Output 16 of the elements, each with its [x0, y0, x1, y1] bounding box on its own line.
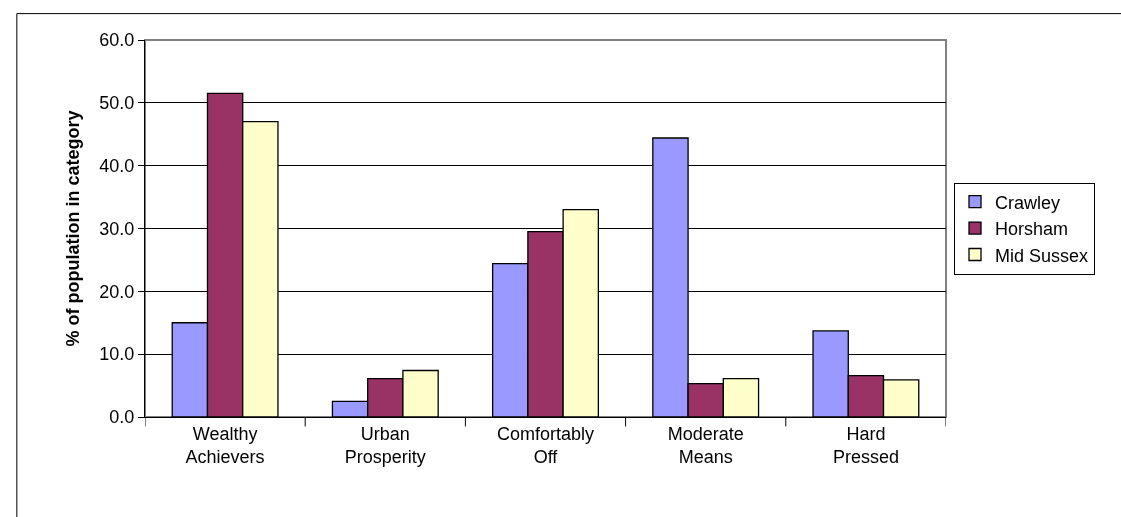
legend-label: Crawley	[995, 192, 1061, 213]
legend-label: Horsham	[995, 219, 1069, 240]
y-tick-label: 40.0	[99, 155, 135, 176]
y-tick-label: 20.0	[99, 281, 135, 302]
y-axis-title: % of population in category	[62, 110, 83, 347]
x-tick-label: Wealthy Achievers	[185, 423, 265, 467]
y-tick-label: 10.0	[99, 344, 135, 365]
x-tick-label: Hard Pressed	[832, 423, 899, 467]
y-tick-label: 60.0	[99, 30, 135, 51]
x-tick-label: Moderate Means	[667, 423, 744, 467]
x-tick-label: Comfortably Off	[496, 423, 595, 467]
y-tick-label: 50.0	[99, 93, 135, 114]
legend-label: Mid Sussex	[995, 245, 1089, 266]
y-tick-label: 30.0	[99, 218, 135, 239]
y-tick-label: 0.0	[109, 407, 135, 428]
x-tick-label: Urban Prosperity	[344, 423, 426, 467]
